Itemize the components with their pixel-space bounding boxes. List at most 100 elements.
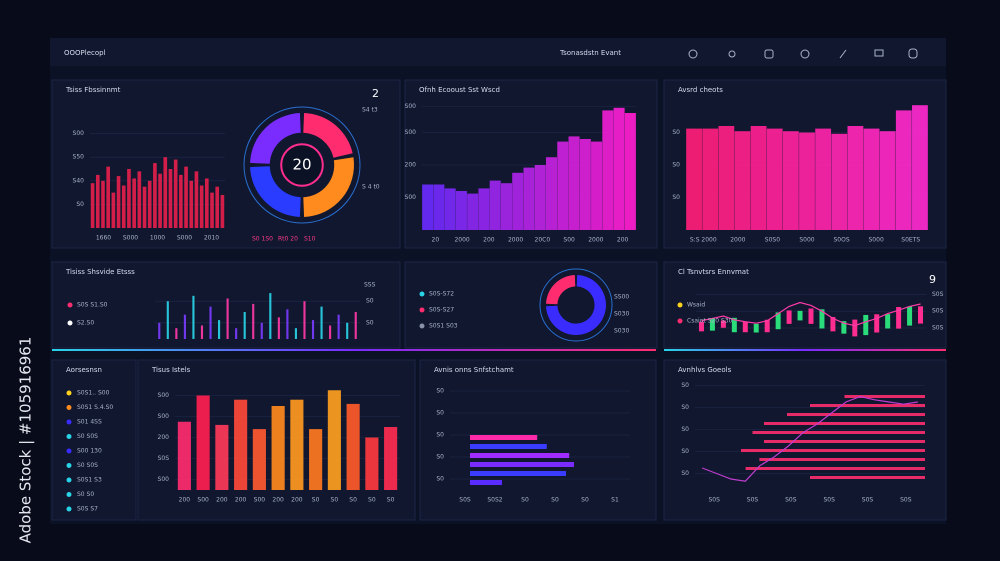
bar [885, 314, 891, 329]
y-tick-label: S0 [681, 426, 689, 433]
bar [277, 317, 280, 339]
icon[interactable] [839, 49, 847, 59]
y-tick-label: S00 [73, 130, 85, 137]
list-label: S0S1 S3 [77, 477, 102, 484]
x-tick-label: S0 [551, 497, 559, 504]
legend-label: S2.S0 [77, 320, 94, 327]
bar [158, 173, 162, 228]
x-tick-label: S0S0 [765, 237, 780, 244]
list-dot [66, 477, 72, 483]
bar [841, 321, 847, 334]
bar [546, 157, 558, 230]
bar [184, 166, 188, 228]
panel [51, 359, 137, 521]
line [701, 395, 918, 482]
x-tick-label: 2000 [588, 237, 603, 244]
y-tick-label: S00 [405, 194, 417, 201]
x-tick-label: 1660 [96, 235, 111, 242]
legend-dot [67, 320, 73, 326]
icon[interactable] [688, 49, 698, 59]
x-tick-label: 2010 [204, 235, 219, 242]
y-tick-label: S0 [436, 454, 444, 461]
bar [294, 328, 298, 339]
bar [786, 310, 792, 324]
x-tick-label: S000 [177, 235, 192, 242]
bar [346, 403, 360, 490]
y-tick-label: S00 [405, 103, 417, 110]
x-tick-label: S0S [862, 497, 874, 504]
x-tick-label: S0 1S0 [252, 236, 273, 243]
y-tick-label: S00 [158, 476, 170, 483]
bar [478, 188, 490, 230]
divider [52, 349, 656, 351]
bar [557, 141, 569, 230]
bar [194, 171, 199, 228]
bar [235, 328, 238, 339]
donut-slice [250, 166, 301, 217]
bar [309, 429, 323, 490]
bar [863, 314, 869, 336]
bar [624, 113, 636, 230]
x-tick-label: 2000 [508, 237, 523, 244]
x-tick-label: S000 [869, 237, 884, 244]
donut-label: S030 [614, 311, 629, 318]
panel [663, 261, 947, 349]
bar [512, 172, 524, 230]
panel-title: Aorsesnsn [66, 366, 102, 374]
donut-ring [539, 268, 613, 342]
icon[interactable] [908, 48, 918, 59]
bar [290, 399, 304, 490]
list-label: S00 130 [77, 448, 102, 455]
legend-label: S0S1 S03 [429, 323, 458, 330]
bar [831, 133, 848, 230]
bar [179, 174, 183, 228]
x-tick-label: S0S2 [487, 497, 502, 504]
header-center: Tsonasdstn Evant [559, 49, 621, 57]
bar [346, 322, 349, 339]
bar [718, 126, 735, 230]
header-icons[interactable] [688, 48, 918, 59]
y-tick-label: S0 [436, 410, 444, 417]
bar [741, 449, 925, 452]
y-tick-label: S0S [932, 291, 944, 298]
y-tick-label: S0 [672, 194, 680, 201]
bar [132, 178, 136, 228]
bar [750, 126, 767, 230]
y-tick-label: S0 [681, 470, 689, 477]
list-label: S0 S0S [77, 433, 98, 440]
bar [166, 301, 169, 339]
donut-value: 20 [292, 156, 311, 174]
list-dot [66, 506, 72, 512]
bar [766, 128, 783, 230]
bar [163, 157, 168, 228]
bar [847, 126, 864, 230]
legend-label: S0S-S27 [429, 307, 454, 314]
x-tick-label: S0 [368, 497, 376, 504]
icon[interactable] [728, 50, 736, 58]
bar [303, 301, 306, 339]
icon[interactable] [874, 49, 884, 57]
legend-dot [419, 323, 425, 329]
bar [470, 435, 538, 440]
y-tick-label: S0S [158, 455, 170, 462]
list-label: S0 S0 [77, 491, 94, 498]
icon[interactable] [800, 49, 810, 59]
x-tick-label: S0 [331, 497, 339, 504]
bar [177, 421, 191, 490]
y-tick-label: S0 [681, 448, 689, 455]
bar [879, 131, 896, 230]
watermark: Adobe Stock | #105916961 [17, 337, 35, 544]
icon[interactable] [764, 49, 774, 59]
bar [116, 176, 121, 228]
bar [183, 314, 186, 339]
bar [470, 462, 574, 467]
y-tick-label: S00 [405, 129, 417, 136]
bar [579, 139, 591, 230]
y-tick-label: S40 [73, 177, 85, 184]
donut-slice [546, 275, 606, 336]
bar [470, 444, 547, 449]
legend-label: S0S S1.S0 [77, 302, 108, 309]
x-tick-label: S00 [197, 497, 209, 504]
bar [209, 306, 212, 339]
